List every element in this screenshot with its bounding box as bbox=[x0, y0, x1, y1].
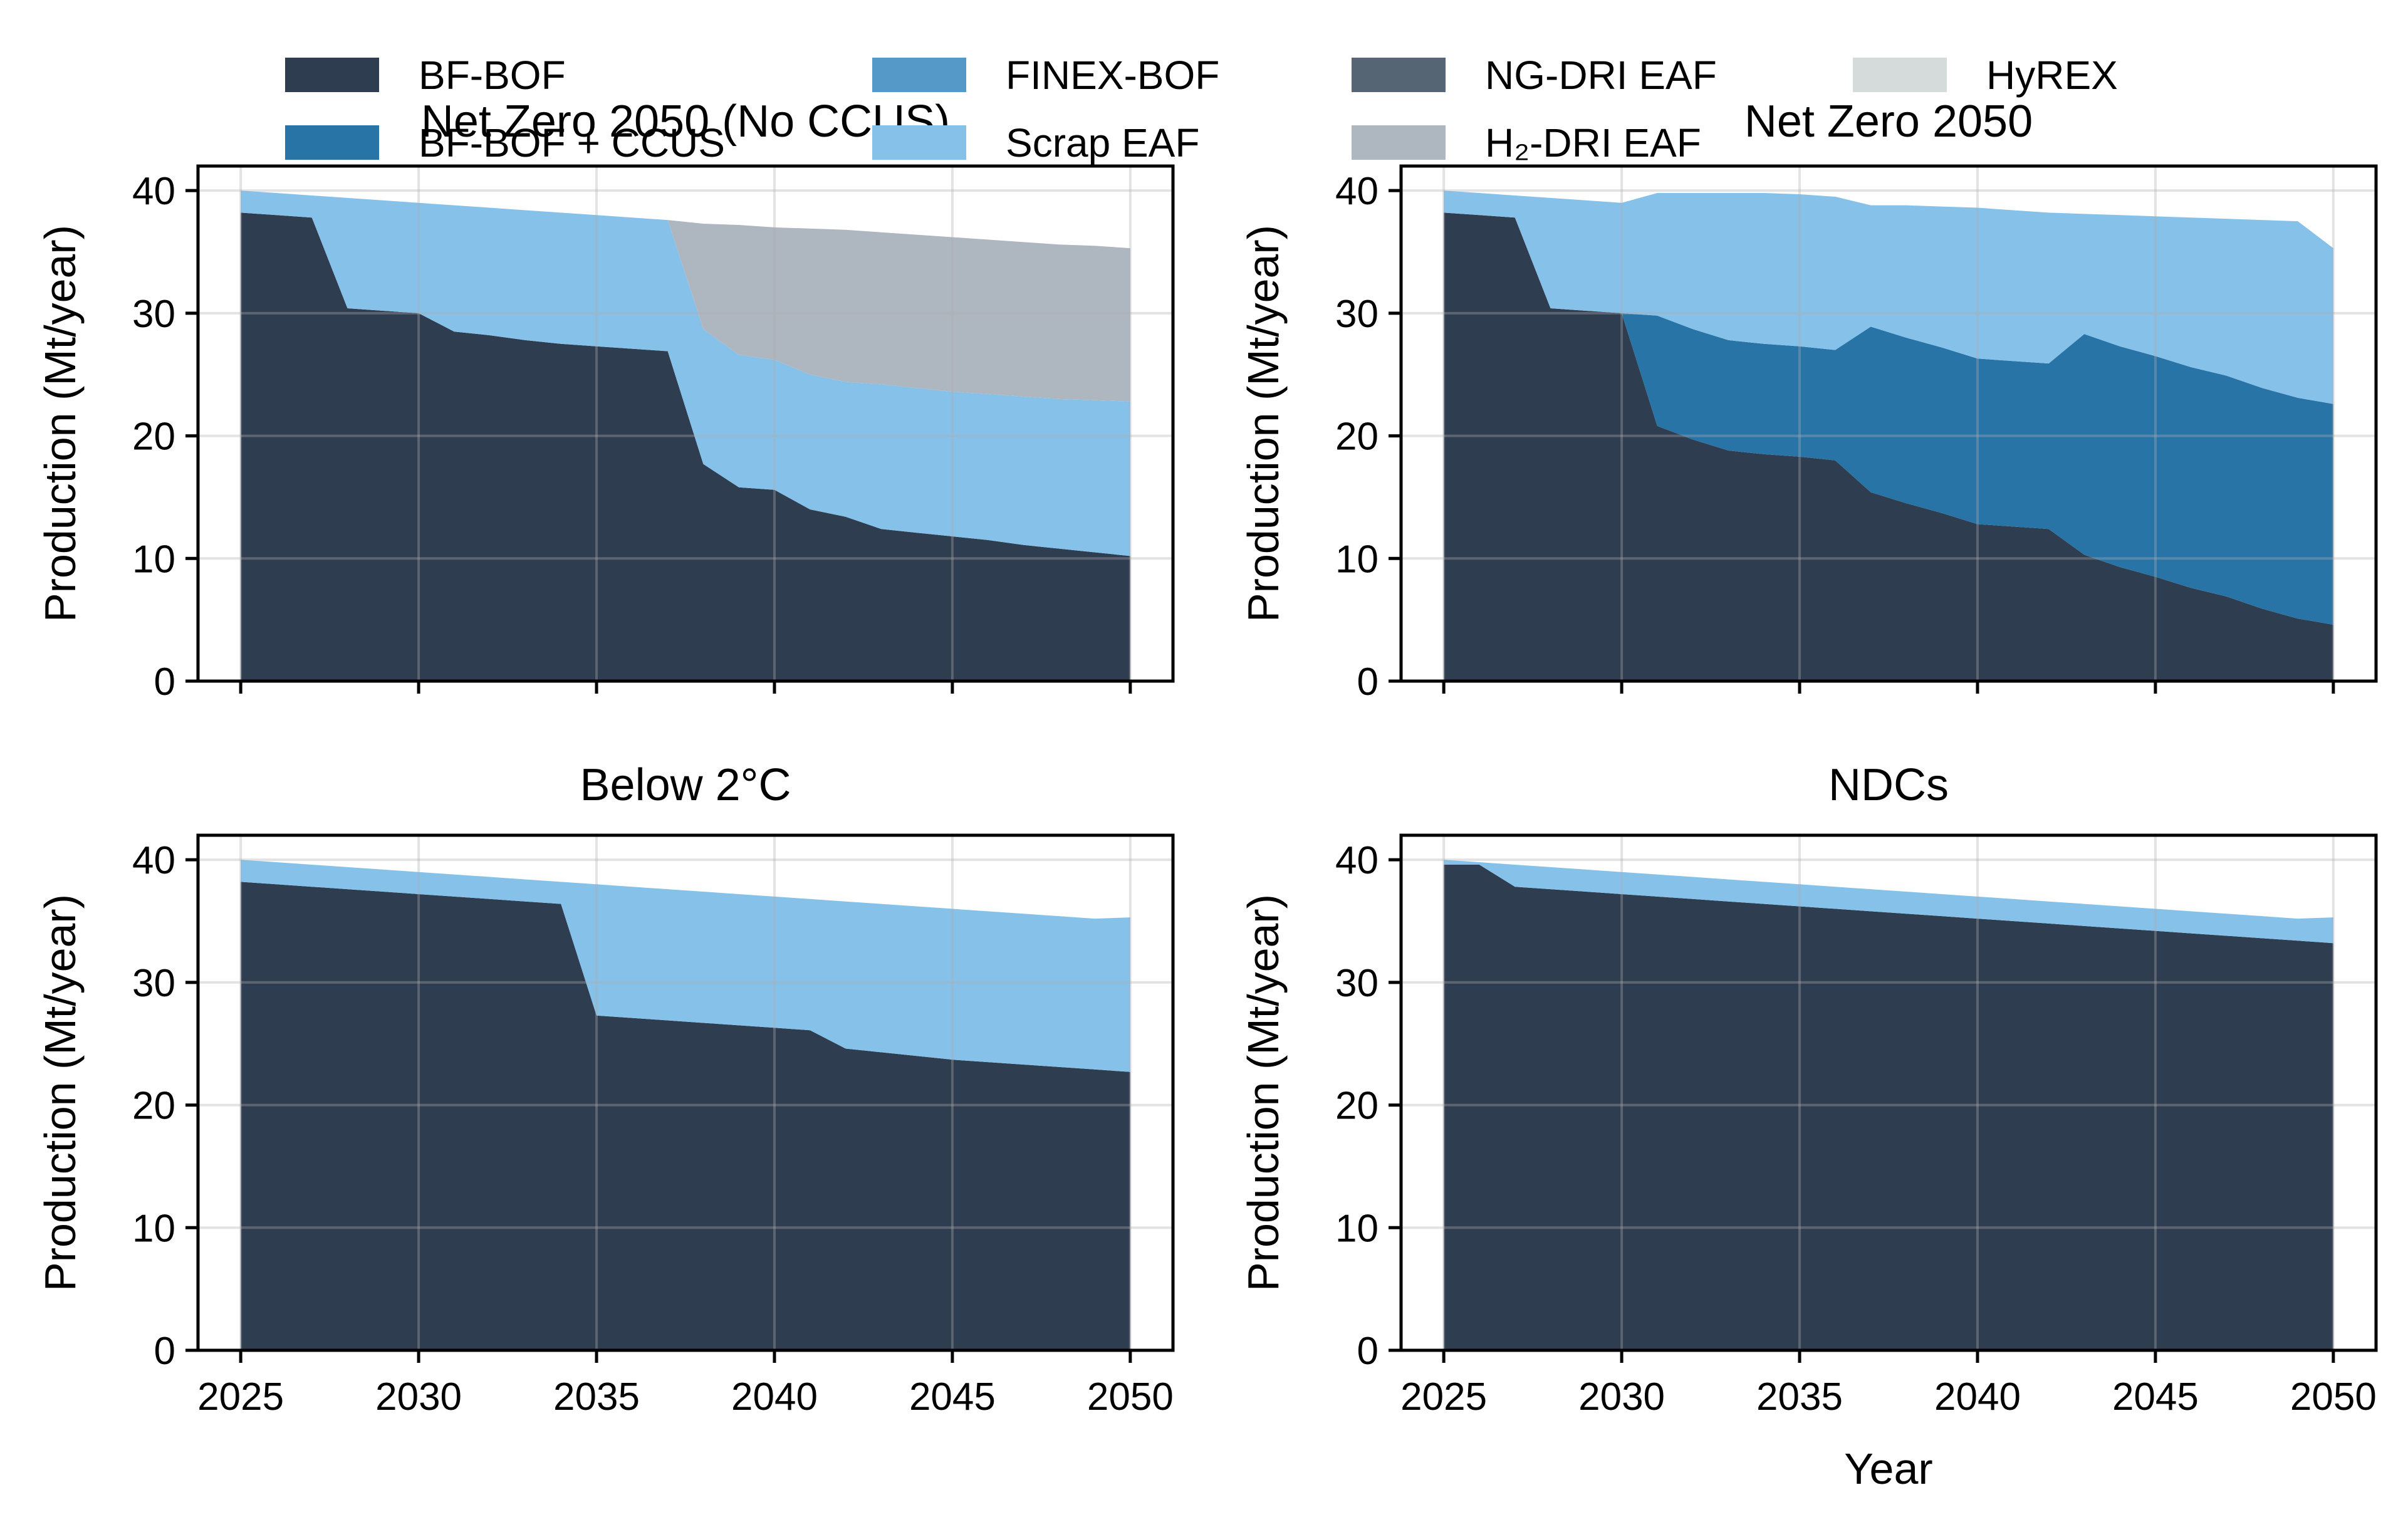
y-tick-label: 20 bbox=[132, 415, 175, 459]
x-tick-label: 2030 bbox=[375, 1375, 462, 1419]
plot-frame bbox=[196, 164, 1175, 683]
legend-label-scrap-eaf: Scrap EAF bbox=[1006, 120, 1199, 165]
y-tick-label: 20 bbox=[1335, 1085, 1379, 1128]
legend-label-h2-dri-eaf: H₂-DRI EAF bbox=[1485, 120, 1701, 165]
area-bf-bof bbox=[241, 882, 1130, 1350]
x-tick-label: 2050 bbox=[1087, 1375, 1174, 1419]
x-tick-label: 2035 bbox=[553, 1375, 640, 1419]
y-tick-label: 20 bbox=[132, 1085, 175, 1128]
area-bf-bof bbox=[241, 212, 1130, 681]
legend-label-finex-bof: FINEX-BOF bbox=[1006, 53, 1219, 98]
legend-label-ng-dri-eaf: NG-DRI EAF bbox=[1485, 53, 1717, 98]
plot-frame bbox=[196, 833, 1175, 1352]
area-bf-bof bbox=[1444, 864, 2333, 1350]
legend-swatch-scrap-eaf bbox=[872, 125, 966, 160]
x-tick-label: 2040 bbox=[731, 1375, 818, 1419]
x-axis-label: Year bbox=[1844, 1444, 1932, 1493]
x-tick-label: 2045 bbox=[2112, 1375, 2199, 1419]
legend-swatch-bf-bof-ccus bbox=[285, 125, 379, 160]
y-tick-label: 0 bbox=[154, 660, 175, 704]
area-bf-bof-ccus bbox=[1444, 212, 2333, 625]
area-layer bbox=[241, 190, 1130, 681]
x-tick-label: 2045 bbox=[909, 1375, 996, 1419]
panel-title: Net Zero 2050 bbox=[1744, 96, 2033, 147]
area-scrap-eaf bbox=[241, 860, 1130, 1072]
legend-label-bf-bof: BF-BOF bbox=[419, 53, 566, 98]
area-scrap-eaf bbox=[1444, 190, 2333, 404]
panel-title: Below 2°C bbox=[580, 760, 791, 810]
y-tick-label: 30 bbox=[132, 962, 175, 1005]
y-tick-label: 10 bbox=[1335, 1207, 1379, 1250]
y-axis-label: Production (Mt/year) bbox=[36, 894, 85, 1291]
legend-swatch-finex-bof bbox=[872, 58, 966, 92]
y-tick-label: 30 bbox=[1335, 962, 1379, 1005]
y-axis-label: Production (Mt/year) bbox=[1239, 894, 1288, 1291]
legend-label-hyrex: HyREX bbox=[1986, 53, 2118, 98]
ticks: 0 10 20 30 40 bbox=[132, 170, 1132, 704]
area-layer bbox=[1444, 190, 2333, 681]
legend-label-bf-bof-ccus: BF-BOF + CCUS bbox=[419, 120, 725, 165]
y-tick-label: 40 bbox=[1335, 170, 1379, 213]
plot-frame bbox=[1399, 833, 2378, 1352]
y-axis-label: Production (Mt/year) bbox=[1239, 225, 1288, 622]
legend-swatch-ng-dri-eaf bbox=[1352, 58, 1446, 92]
area-bf-bof bbox=[1444, 212, 2333, 681]
plot-frame bbox=[1399, 164, 2378, 683]
x-tick-label: 2030 bbox=[1578, 1375, 1665, 1419]
x-tick-label: 2035 bbox=[1756, 1375, 1843, 1419]
ticks: 0 10 20 30 40 bbox=[1335, 170, 2335, 704]
legend-swatch-h2-dri-eaf bbox=[1352, 125, 1446, 160]
area-h-dri-eaf bbox=[241, 190, 1130, 402]
x-tick-label: 2025 bbox=[197, 1375, 284, 1419]
y-tick-label: 0 bbox=[154, 1330, 175, 1373]
x-tick-label: 2025 bbox=[1400, 1375, 1487, 1419]
panel-net-zero-no-ccus: 0 10 20 30 40 Production (Mt/year) Net Zero … bbox=[36, 96, 1175, 704]
y-tick-label: 40 bbox=[1335, 839, 1379, 882]
panel-title: NDCs bbox=[1828, 760, 1949, 810]
y-tick-label: 0 bbox=[1357, 1330, 1379, 1373]
legend-swatch-hyrex bbox=[1853, 58, 1947, 92]
legend: BF-BOF BF-BOF + CCUS FINEX-BOF Scrap EAF… bbox=[285, 53, 2118, 165]
area-layer bbox=[241, 860, 1130, 1350]
y-tick-label: 20 bbox=[1335, 415, 1379, 459]
y-tick-label: 10 bbox=[132, 1207, 175, 1250]
panel-title: Net Zero 2050 (No CCUS) bbox=[421, 96, 950, 147]
y-axis-label: Production (Mt/year) bbox=[36, 225, 85, 622]
y-tick-label: 0 bbox=[1357, 660, 1379, 704]
area-layer bbox=[1444, 860, 2333, 1350]
y-tick-label: 40 bbox=[132, 170, 175, 213]
y-tick-label: 10 bbox=[132, 538, 175, 581]
y-tick-label: 10 bbox=[1335, 538, 1379, 581]
y-tick-label: 40 bbox=[132, 839, 175, 882]
x-tick-label: 2040 bbox=[1934, 1375, 2021, 1419]
y-tick-label: 30 bbox=[1335, 293, 1379, 336]
x-tick-label: 2050 bbox=[2290, 1375, 2377, 1419]
y-tick-label: 30 bbox=[132, 293, 175, 336]
panel-net-zero: 0 10 20 30 40 Production (Mt/year) Net Zero … bbox=[1239, 96, 2378, 704]
area-scrap-eaf bbox=[1444, 860, 2333, 944]
legend-swatch-bf-bof bbox=[285, 58, 379, 92]
area-scrap-eaf bbox=[241, 190, 1130, 556]
